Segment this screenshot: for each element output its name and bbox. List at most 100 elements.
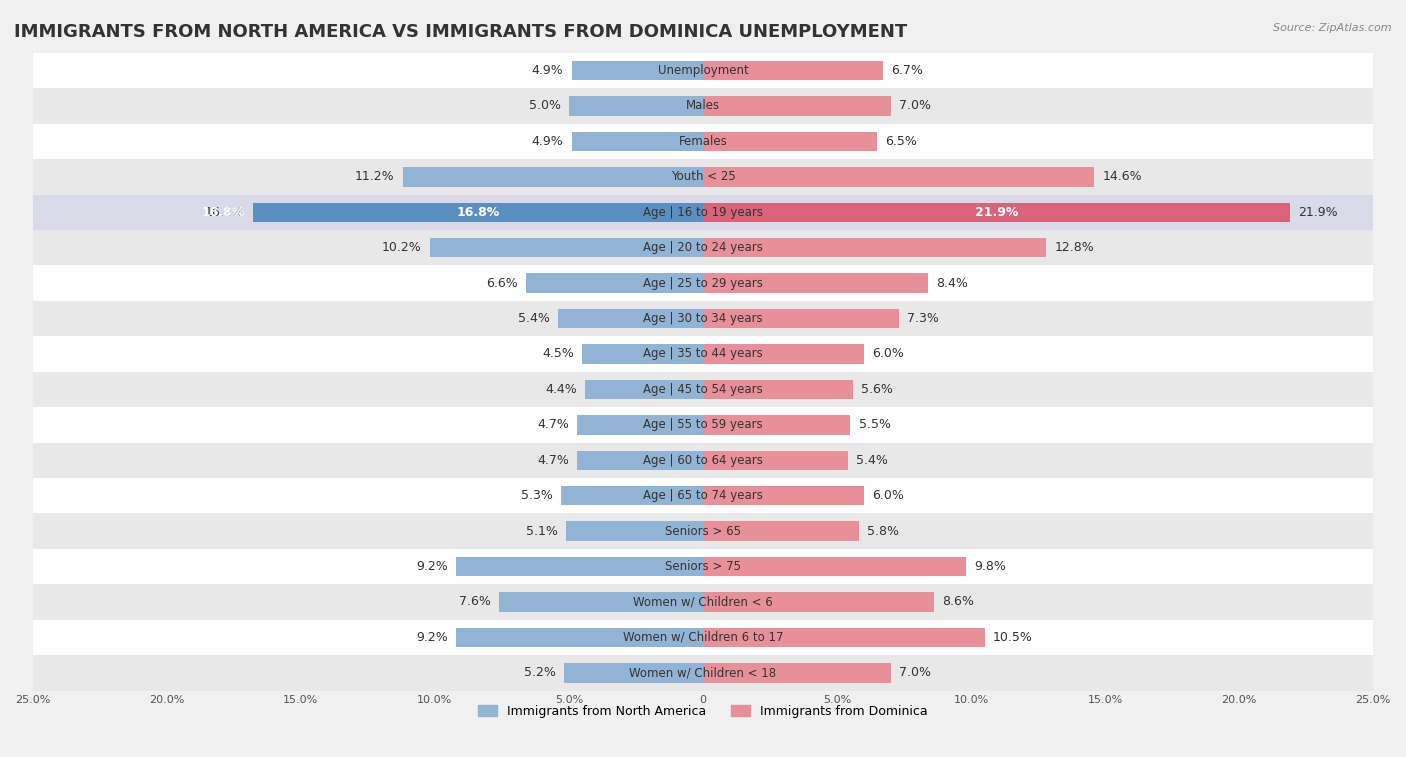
Bar (499, 592, 703, 612)
Bar (703, 132, 877, 151)
Text: 7.3%: 7.3% (907, 312, 939, 325)
Text: 12.8%: 12.8% (1054, 241, 1094, 254)
Text: 14.6%: 14.6% (1102, 170, 1142, 183)
Bar (457, 557, 703, 576)
Text: Seniors > 75: Seniors > 75 (665, 560, 741, 573)
Text: Males: Males (686, 99, 720, 113)
Text: 6.0%: 6.0% (872, 347, 904, 360)
Bar (253, 203, 703, 222)
Text: 4.4%: 4.4% (546, 383, 576, 396)
Text: 21.9%: 21.9% (1298, 206, 1339, 219)
Text: 4.9%: 4.9% (531, 135, 564, 148)
Bar (32, 620, 1374, 655)
Bar (32, 584, 1374, 620)
Bar (32, 301, 1374, 336)
Bar (576, 450, 703, 470)
Bar (703, 309, 898, 329)
Text: 4.7%: 4.7% (537, 419, 569, 431)
Text: 4.7%: 4.7% (537, 453, 569, 467)
Bar (582, 344, 703, 363)
Bar (703, 557, 966, 576)
Text: 11.2%: 11.2% (356, 170, 395, 183)
Text: 5.4%: 5.4% (856, 453, 887, 467)
Text: Age | 55 to 59 years: Age | 55 to 59 years (643, 419, 763, 431)
Bar (703, 96, 890, 116)
Bar (32, 123, 1374, 159)
Text: 5.5%: 5.5% (859, 419, 890, 431)
Bar (32, 443, 1374, 478)
Bar (32, 372, 1374, 407)
Text: 5.2%: 5.2% (523, 666, 555, 679)
Bar (32, 53, 1374, 89)
Bar (32, 266, 1374, 301)
Bar (703, 380, 853, 399)
Text: Source: ZipAtlas.com: Source: ZipAtlas.com (1274, 23, 1392, 33)
Text: 8.4%: 8.4% (936, 276, 969, 290)
Bar (32, 655, 1374, 690)
Bar (32, 407, 1374, 443)
Text: 6.0%: 6.0% (872, 489, 904, 502)
Text: 5.0%: 5.0% (529, 99, 561, 113)
Text: 6.7%: 6.7% (890, 64, 922, 77)
Text: 16.8%: 16.8% (205, 206, 245, 219)
Text: Age | 16 to 19 years: Age | 16 to 19 years (643, 206, 763, 219)
Text: Age | 65 to 74 years: Age | 65 to 74 years (643, 489, 763, 502)
Text: 21.9%: 21.9% (974, 206, 1018, 219)
Bar (703, 273, 928, 293)
Bar (32, 513, 1374, 549)
Text: 5.4%: 5.4% (519, 312, 550, 325)
Legend: Immigrants from North America, Immigrants from Dominica: Immigrants from North America, Immigrant… (474, 699, 932, 723)
Text: 9.8%: 9.8% (974, 560, 1005, 573)
Bar (32, 159, 1374, 195)
Bar (564, 663, 703, 683)
Bar (703, 450, 848, 470)
Text: 9.2%: 9.2% (416, 560, 449, 573)
Bar (569, 96, 703, 116)
Text: Women w/ Children < 18: Women w/ Children < 18 (630, 666, 776, 679)
Bar (561, 486, 703, 506)
Text: 6.6%: 6.6% (486, 276, 517, 290)
Bar (576, 415, 703, 435)
Bar (402, 167, 703, 186)
Text: 8.6%: 8.6% (942, 596, 973, 609)
Bar (572, 61, 703, 80)
Bar (703, 344, 863, 363)
Text: 6.5%: 6.5% (886, 135, 917, 148)
Text: 5.3%: 5.3% (522, 489, 553, 502)
Bar (32, 195, 1374, 230)
Bar (703, 203, 1291, 222)
Bar (703, 61, 883, 80)
Bar (526, 273, 703, 293)
Bar (703, 628, 984, 647)
Text: 7.0%: 7.0% (898, 666, 931, 679)
Bar (32, 478, 1374, 513)
Bar (703, 522, 859, 541)
Text: 7.6%: 7.6% (460, 596, 491, 609)
Bar (703, 592, 934, 612)
Text: 5.8%: 5.8% (866, 525, 898, 537)
Text: 4.5%: 4.5% (543, 347, 574, 360)
Bar (429, 238, 703, 257)
Text: Women w/ Children < 6: Women w/ Children < 6 (633, 596, 773, 609)
Bar (32, 195, 1374, 230)
Text: Age | 25 to 29 years: Age | 25 to 29 years (643, 276, 763, 290)
Text: 10.2%: 10.2% (381, 241, 422, 254)
Text: Females: Females (679, 135, 727, 148)
Bar (32, 230, 1374, 266)
Bar (457, 628, 703, 647)
Bar (32, 89, 1374, 123)
Bar (703, 486, 863, 506)
Text: Age | 60 to 64 years: Age | 60 to 64 years (643, 453, 763, 467)
Text: 7.0%: 7.0% (898, 99, 931, 113)
Bar (32, 336, 1374, 372)
Text: 5.1%: 5.1% (526, 525, 558, 537)
Text: Youth < 25: Youth < 25 (671, 170, 735, 183)
Text: 5.6%: 5.6% (862, 383, 893, 396)
Bar (585, 380, 703, 399)
Text: Age | 35 to 44 years: Age | 35 to 44 years (643, 347, 763, 360)
Bar (703, 238, 1046, 257)
Bar (703, 663, 890, 683)
Text: Age | 30 to 34 years: Age | 30 to 34 years (643, 312, 763, 325)
Bar (572, 132, 703, 151)
Text: 16.8%: 16.8% (201, 206, 245, 219)
